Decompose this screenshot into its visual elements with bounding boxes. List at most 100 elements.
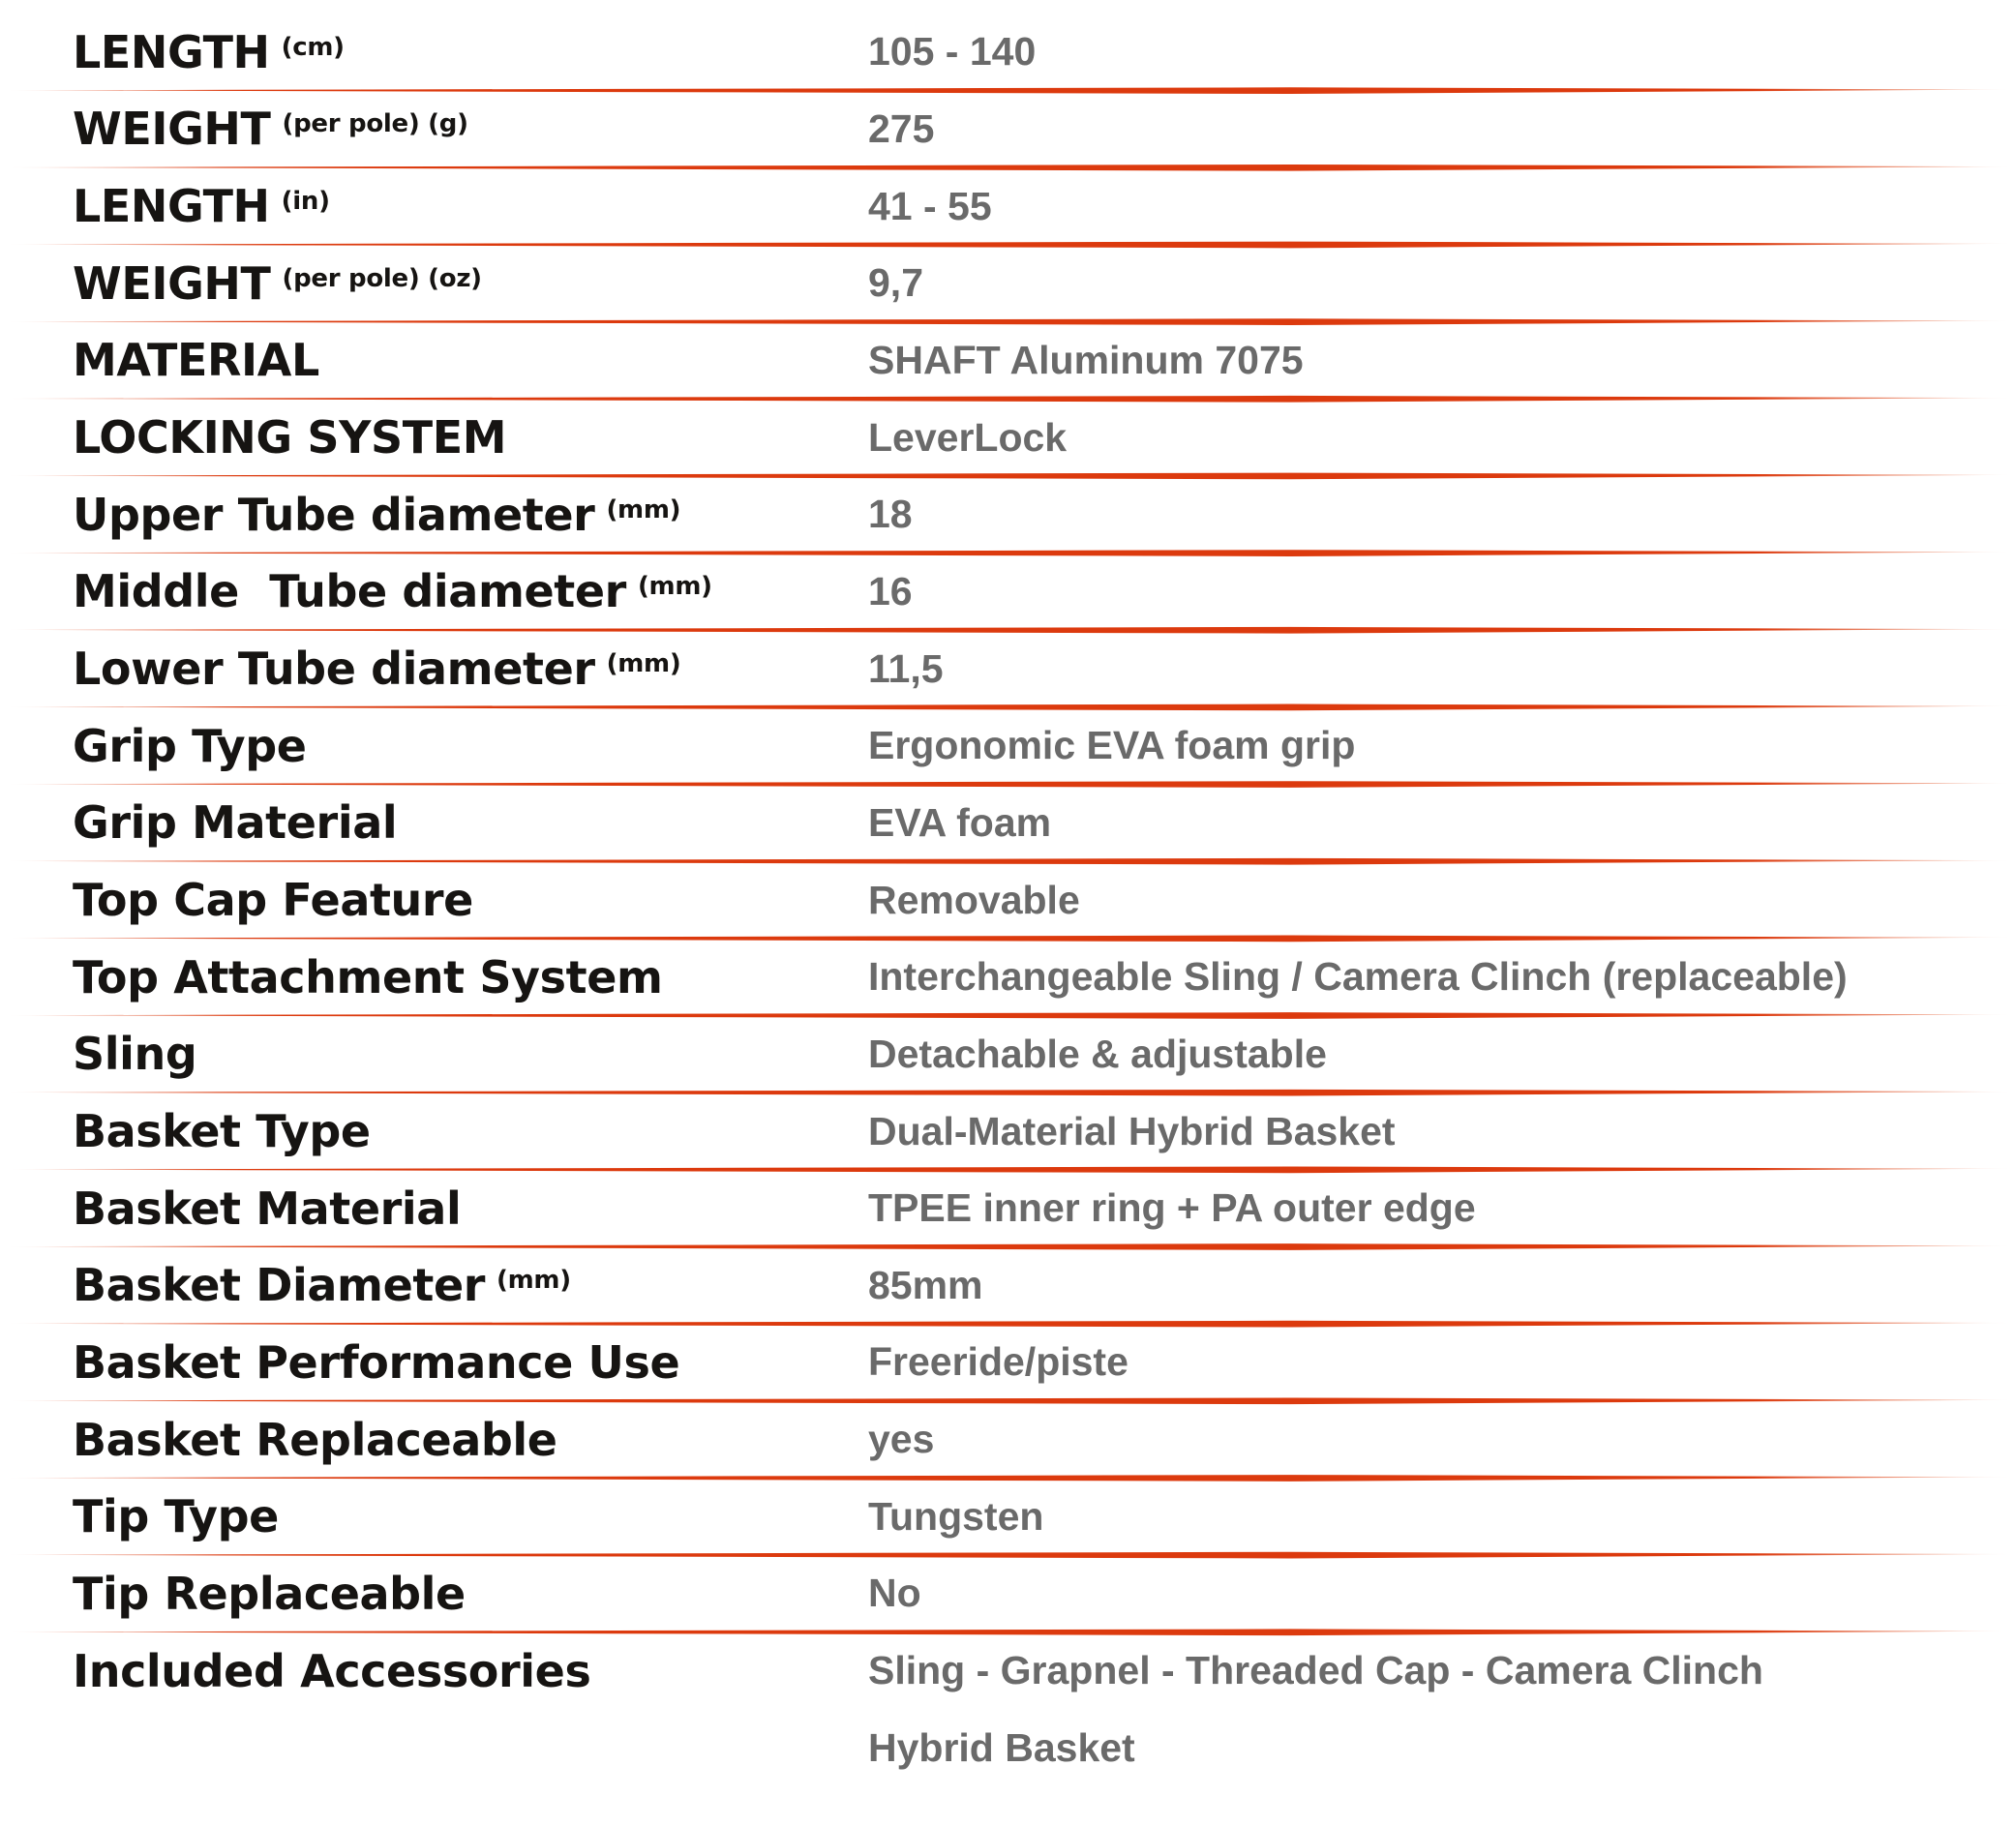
spec-value-cell: Ergonomic EVA foam grip [868,723,2016,768]
divider-line [8,857,2010,865]
spec-value-cell: Dual-Material Hybrid Basket [868,1109,2016,1154]
spec-value: Tungsten [868,1493,1044,1539]
spec-row: LENGTH (cm) 105 - 140 [0,14,2016,91]
spec-table: LENGTH (cm) 105 - 140 WEIGHT (per pole) (g… [0,14,2016,1826]
spec-row: LENGTH (in) 41 - 55 [0,167,2016,245]
divider-line [8,1166,2010,1174]
divider-line [8,1089,2010,1096]
spec-label: Upper Tube diameter [73,488,595,541]
spec-row: Grip Type Ergonomic EVA foam grip [0,707,2016,785]
spec-label-unit: (mm) [496,1266,571,1296]
divider-line [8,241,2010,249]
spec-row: WEIGHT (per pole) (oz) 9,7 [0,245,2016,322]
spec-value-cell: No [868,1571,2016,1616]
spec-value-cell: 11,5 [868,646,2016,692]
spec-label-cell: Basket Material [0,1182,868,1235]
spec-row: Basket Type Dual-Material Hybrid Basket [0,1093,2016,1170]
spec-row: Middle Tube diameter (mm) 16 [0,554,2016,631]
spec-row: Tip Replaceable No [0,1555,2016,1632]
spec-row: Sling Detachable & adjustable [0,1016,2016,1093]
spec-row: LOCKING SYSTEM LeverLock [0,399,2016,476]
spec-value-cell: 275 [868,106,2016,152]
spec-value: 9,7 [868,260,923,306]
spec-label: Middle Tube diameter [73,565,626,618]
spec-value-cell: 85mm [868,1263,2016,1308]
spec-value-cell: Removable [868,878,2016,923]
spec-value-cell: 16 [868,569,2016,614]
spec-label-unit: (per pole) (g) [282,109,468,139]
spec-label: LENGTH [73,180,270,233]
spec-label: Basket Type [73,1105,371,1158]
spec-value: EVA foam [868,799,1052,845]
spec-value-cell: Interchangeable Sling / Camera Clinch (r… [868,954,2016,1000]
spec-row: Upper Tube diameter (mm) 18 [0,476,2016,554]
spec-label-unit: (mm) [606,494,681,524]
divider-line [8,395,2010,403]
spec-label: Tip Replaceable [73,1567,466,1620]
spec-label-cell: LOCKING SYSTEM [0,411,868,464]
spec-value: Hybrid Basket [868,1724,1135,1770]
spec-label-cell: Grip Material [0,796,868,849]
divider-line [8,1243,2010,1250]
spec-row: Basket Replaceable yes [0,1401,2016,1479]
divider-line [8,1551,2010,1559]
divider-line [8,1012,2010,1019]
spec-value: No [868,1571,921,1616]
spec-row: Top Cap Feature Removable [0,861,2016,939]
spec-value: Dual-Material Hybrid Basket [868,1108,1396,1153]
spec-label-cell: WEIGHT (per pole) (oz) [0,257,868,310]
spec-value: Sling - Grapnel - Threaded Cap - Camera … [868,1648,1763,1693]
spec-value: Interchangeable Sling / Camera Clinch (r… [868,954,1848,1000]
spec-value: 41 - 55 [868,183,992,228]
spec-label: Basket Material [73,1182,462,1235]
spec-label: Sling [73,1028,197,1081]
divider-line [8,1320,2010,1328]
divider-line [8,935,2010,943]
divider-line [8,472,2010,480]
spec-row: Included Accessories Sling - Grapnel - T… [0,1632,2016,1826]
spec-row: Basket Performance Use Freeride/piste [0,1324,2016,1401]
spec-row: WEIGHT (per pole) (g) 275 [0,91,2016,168]
spec-value-cell: 9,7 [868,260,2016,306]
spec-row: Tip Type Tungsten [0,1478,2016,1555]
spec-label-cell: Lower Tube diameter (mm) [0,643,868,695]
spec-row: Lower Tube diameter (mm) 11,5 [0,630,2016,707]
spec-value: 105 - 140 [868,29,1037,75]
spec-label: Grip Type [73,719,307,772]
spec-label: Basket Performance Use [73,1335,680,1389]
divider-line [8,1397,2010,1405]
spec-label: LENGTH [73,25,270,78]
spec-row: Basket Diameter (mm) 85mm [0,1247,2016,1325]
spec-label-unit: (per pole) (oz) [282,263,483,293]
spec-label-cell: Basket Type [0,1105,868,1157]
spec-label-cell: Grip Type [0,720,868,772]
spec-label: Basket Replaceable [73,1413,557,1466]
spec-value: LeverLock [868,414,1068,460]
spec-value-cell: 18 [868,492,2016,537]
spec-label-unit: (in) [281,187,330,217]
spec-value-cell: yes [868,1417,2016,1462]
spec-label: Basket Diameter [73,1259,486,1312]
spec-value: SHAFT Aluminum 7075 [868,337,1304,382]
spec-value: Ergonomic EVA foam grip [868,723,1356,768]
spec-label-cell: MATERIAL [0,334,868,386]
spec-row: Grip Material EVA foam [0,785,2016,862]
spec-row: Basket Material TPEE inner ring + PA out… [0,1170,2016,1247]
spec-label-unit: (cm) [281,32,345,62]
spec-label-cell: Basket Performance Use [0,1336,868,1389]
divider-line [8,87,2010,95]
spec-value-cell: SHAFT Aluminum 7075 [868,338,2016,383]
spec-value: 16 [868,568,913,614]
spec-value-cell: 105 - 140 [868,29,2016,75]
spec-value: Removable [868,877,1080,922]
divider-line [8,164,2010,171]
spec-value-cell: Freeride/piste [868,1339,2016,1385]
spec-label-cell: Basket Diameter (mm) [0,1259,868,1311]
spec-value-cell: EVA foam [868,800,2016,846]
spec-label: LOCKING SYSTEM [73,411,507,464]
spec-label-cell: Sling [0,1028,868,1080]
divider-line [8,550,2010,556]
spec-value-cell: Sling - Grapnel - Threaded Cap - Camera … [868,1632,2016,1786]
spec-label-cell: Included Accessories [0,1632,868,1710]
spec-label-cell: Tip Type [0,1490,868,1542]
